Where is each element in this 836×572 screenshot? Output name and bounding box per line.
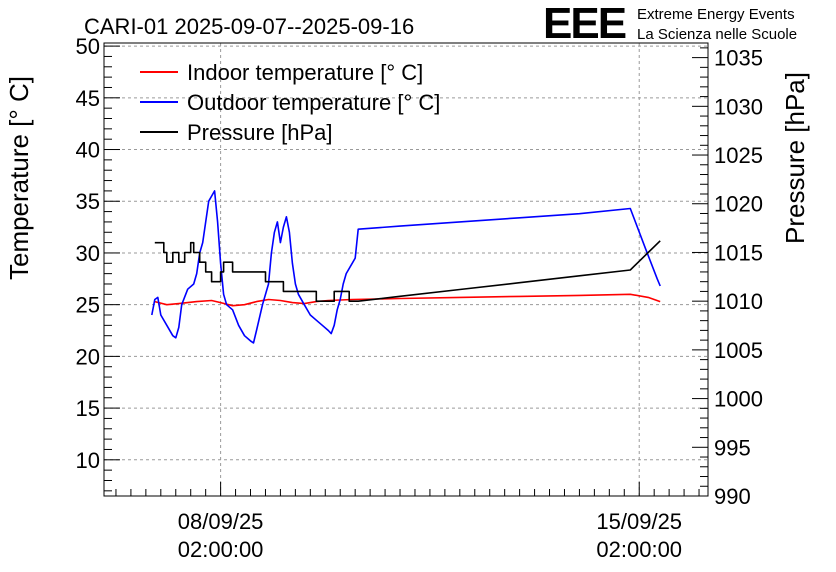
y-tick-label: 20 — [76, 344, 100, 369]
y2-tick-label: 1030 — [714, 94, 763, 119]
x-tick-time-label: 02:00:00 — [596, 537, 682, 562]
y2-tick-label: 1010 — [714, 289, 763, 314]
y-tick-label: 50 — [76, 34, 100, 59]
x-tick-time-label: 02:00:00 — [178, 537, 264, 562]
plot-frame — [103, 42, 709, 497]
y-tick-label: 40 — [76, 138, 100, 163]
grid — [104, 43, 708, 496]
x-axis: 08/09/25 02:00:00 15/09/25 02:00:00 — [115, 482, 700, 562]
series-line-1 — [151, 190, 661, 344]
y-tick-label: 45 — [76, 86, 100, 111]
left-axis: 10 15 20 25 30 35 40 45 50 — [76, 34, 120, 492]
y-tick-label: 35 — [76, 189, 100, 214]
x-tick-date-label: 15/09/25 — [596, 509, 682, 534]
legend: Indoor temperature [° C] Outdoor temperat… — [140, 60, 440, 145]
legend-label: Outdoor temperature [° C] — [187, 90, 440, 115]
y2-tick-label: 1000 — [714, 387, 763, 412]
y-tick-label: 30 — [76, 241, 100, 266]
y2-tick-label: 990 — [714, 484, 751, 509]
y2-tick-label: 1020 — [714, 192, 763, 217]
y2-tick-label: 1015 — [714, 240, 763, 265]
x-tick-date-label: 08/09/25 — [178, 509, 264, 534]
eee-logo-mark: EEE — [543, 0, 626, 48]
y-tick-label: 10 — [76, 448, 100, 473]
legend-label: Pressure [hPa] — [187, 120, 333, 145]
y-axis-title: Temperature [° C] — [4, 76, 34, 280]
y2-axis-title: Pressure [hPa] — [780, 72, 810, 244]
right-axis: 990 995 1000 1005 1010 1015 1020 1025 1030 1035 — [692, 46, 763, 509]
y2-tick-label: 1005 — [714, 338, 763, 363]
y-tick-label: 25 — [76, 293, 100, 318]
series-line-0 — [154, 293, 661, 307]
eee-logo-line2: La Scienza nelle Scuole — [637, 26, 797, 43]
chart-title: CARI-01 2025-09-07--2025-09-16 — [84, 14, 414, 39]
y-tick-label: 15 — [76, 396, 100, 421]
eee-logo: EEE Extreme Energy Events La Scienza nel… — [543, 0, 797, 48]
y2-tick-label: 1035 — [714, 46, 763, 71]
legend-label: Indoor temperature [° C] — [187, 60, 423, 85]
eee-logo-line1: Extreme Energy Events — [637, 6, 795, 23]
series-layer — [151, 190, 661, 344]
y2-tick-label: 995 — [714, 435, 751, 460]
y2-tick-label: 1025 — [714, 143, 763, 168]
series-line-2 — [154, 240, 661, 303]
